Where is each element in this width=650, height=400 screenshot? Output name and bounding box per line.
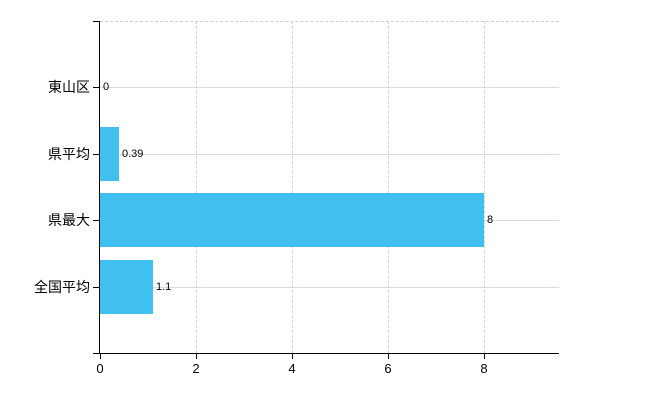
x-tick-label-3: 6 [384, 361, 392, 376]
value-label-1: 0.39 [122, 148, 144, 160]
bar-3 [100, 260, 153, 314]
category-label-3: 全国平均 [34, 279, 90, 295]
y-tick-0 [93, 87, 100, 88]
plot-top-border [100, 21, 559, 22]
x-tick-label-2: 4 [288, 361, 296, 376]
v-gridline [196, 21, 197, 353]
category-label-2: 県最大 [48, 212, 90, 228]
bar-2 [100, 193, 484, 247]
y-tick-3 [93, 287, 100, 288]
y-tick-2 [93, 220, 100, 221]
x-tick-0 [100, 354, 101, 359]
x-tick-1 [196, 354, 197, 359]
h-gridline [100, 87, 559, 88]
h-gridline [100, 287, 559, 288]
v-gridline [292, 21, 293, 353]
h-gridline [100, 154, 559, 155]
x-tick-3 [388, 354, 389, 359]
value-label-3: 1.1 [156, 281, 172, 293]
value-label-2: 8 [487, 214, 494, 226]
value-label-0: 0 [103, 81, 110, 93]
x-tick-label-1: 2 [192, 361, 200, 376]
x-tick-label-4: 8 [480, 361, 488, 376]
x-axis-line [93, 353, 559, 354]
bar-1 [100, 127, 119, 181]
y-axis-end-tick [93, 21, 100, 22]
category-label-1: 県平均 [48, 146, 90, 162]
category-label-0: 東山区 [48, 79, 90, 95]
x-tick-2 [292, 354, 293, 359]
v-gridline [388, 21, 389, 353]
x-tick-label-0: 0 [96, 361, 104, 376]
x-tick-4 [484, 354, 485, 359]
y-axis-line [99, 21, 100, 353]
y-tick-1 [93, 154, 100, 155]
v-gridline [484, 21, 485, 353]
